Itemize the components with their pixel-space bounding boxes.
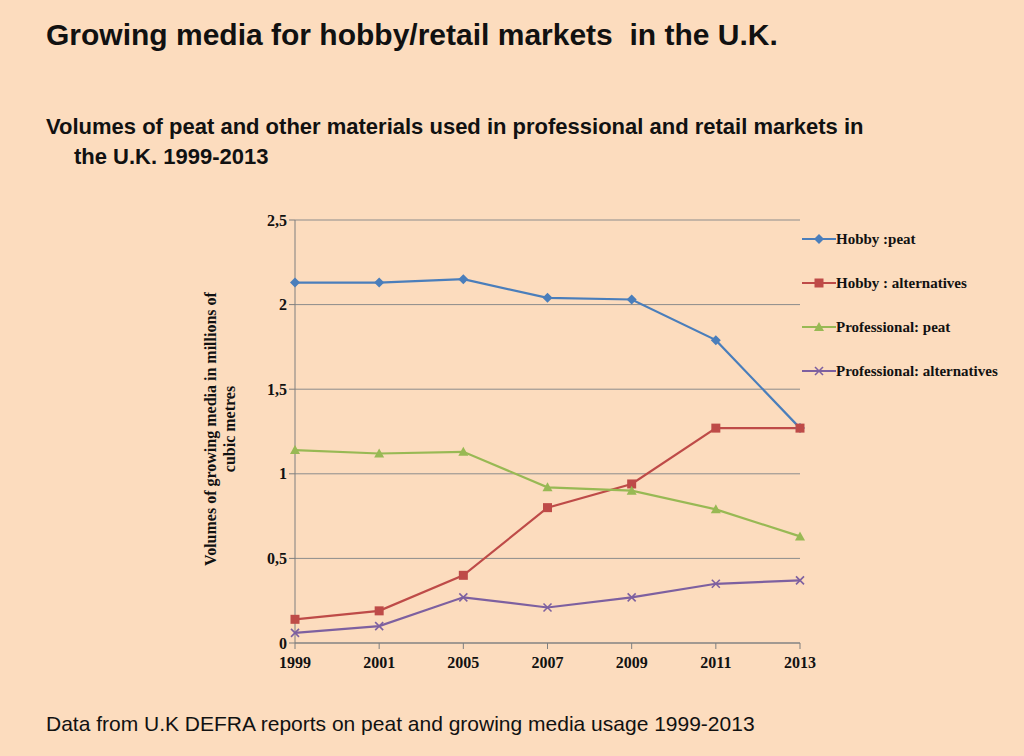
- svg-text:2,5: 2,5: [267, 212, 287, 229]
- svg-text:2009: 2009: [616, 654, 648, 671]
- svg-text:1999: 1999: [279, 654, 311, 671]
- html-text:Volumes of peat and other mate: Volumes of peat and other materials used…: [46, 114, 864, 169]
- svg-text:1: 1: [279, 465, 287, 482]
- html-text:Data from U.K DEFRA reports on: Data from U.K DEFRA reports on peat and …: [46, 712, 755, 735]
- html-text:Hobby : alternatives: Hobby : alternatives: [836, 275, 967, 291]
- svg-text:2007: 2007: [532, 654, 564, 671]
- html-text:Professional: peat: Professional: peat: [836, 319, 951, 335]
- svg-text:0,5: 0,5: [267, 550, 287, 567]
- svg-text:2005: 2005: [447, 654, 479, 671]
- html-text:Professional: alternatives: Professional: alternatives: [836, 363, 998, 379]
- svg-text:2011: 2011: [700, 654, 731, 671]
- svg-text:2001: 2001: [363, 654, 395, 671]
- svg-text:1,5: 1,5: [267, 381, 287, 398]
- html-text:Volumes of growing media in mi: Volumes of growing media in millions of …: [202, 292, 238, 566]
- html-text:Growing media for hobby/retail: Growing media for hobby/retail markets i…: [46, 18, 778, 51]
- svg-text:2: 2: [279, 296, 287, 313]
- svg-text:2013: 2013: [784, 654, 816, 671]
- html-text:Hobby :peat: Hobby :peat: [836, 231, 916, 247]
- svg-text:0: 0: [279, 635, 287, 652]
